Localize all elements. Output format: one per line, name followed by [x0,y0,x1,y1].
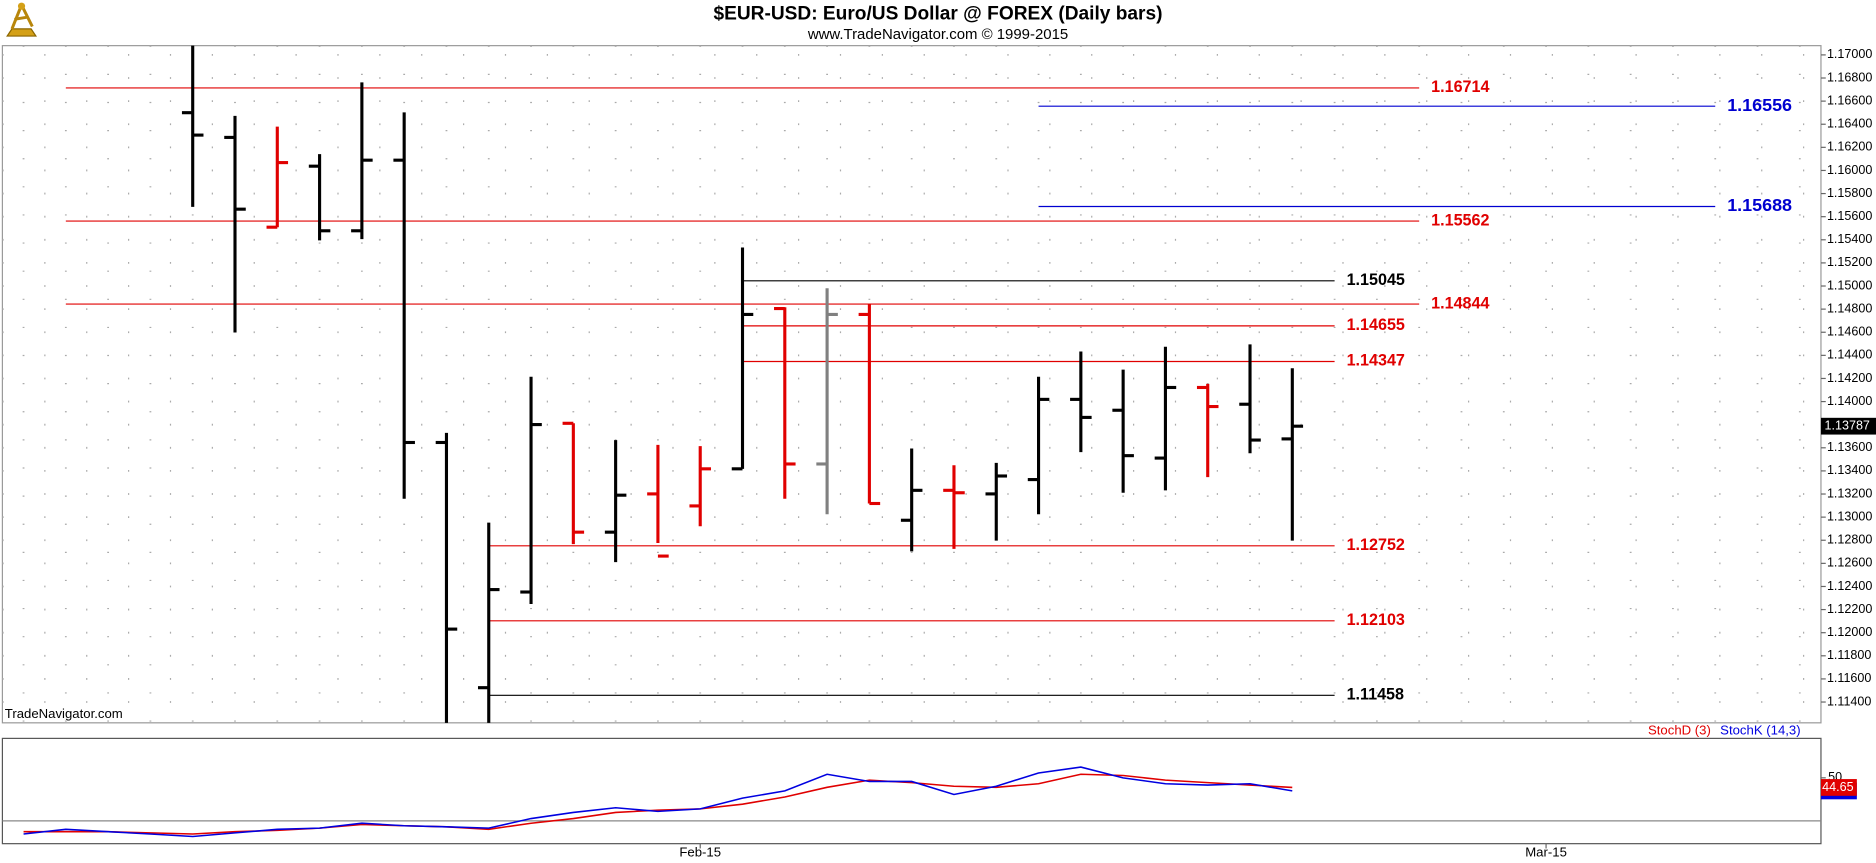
level-label: 1.15045 [1347,271,1405,289]
y-tick-label: 1.13200 [1827,486,1872,500]
legend-entry: StochD (3) [1648,723,1711,738]
y-tick-label: 1.11600 [1827,671,1871,685]
y-tick-label: 1.16200 [1827,140,1872,154]
price-tag [1820,417,1876,435]
y-tick-label: 1.12800 [1827,533,1872,547]
price-tag-label: 1.13787 [1825,419,1870,433]
y-tick-label: 1.14000 [1827,394,1872,408]
x-tick-label: Feb-15 [679,845,721,860]
level-label: 1.11458 [1347,686,1404,704]
y-tick-label: 1.15800 [1827,186,1872,200]
level-label: 1.14655 [1347,316,1405,334]
level-label: 1.14844 [1431,294,1489,312]
value-tag [1820,779,1857,796]
stoch-line [23,766,1293,838]
y-tick-label: 1.11400 [1827,694,1871,708]
stoch-plot [2,766,1821,838]
axes: 1.11400 1.11600 1.11800 1.12000 1.12200 1.124… [679,47,1876,860]
stoch-line [23,773,1293,835]
level-label: 1.15562 [1431,211,1489,229]
y-tick-label: 1.15200 [1827,255,1872,269]
y-tick-label: 1.14400 [1827,348,1872,362]
level-label: 1.14347 [1347,352,1405,370]
y-tick-label: 1.13600 [1827,440,1872,454]
chart-title: $EUR-USD: Euro/US Dollar @ FOREX (Daily … [713,4,1162,25]
level-label: 1.16714 [1431,78,1489,96]
logo [6,2,38,37]
y-tick-label: 1.16400 [1827,117,1872,131]
y-tick-label: 1.14200 [1827,371,1872,385]
level-label: 1.12103 [1347,611,1405,629]
y-tick-label: 1.17000 [1827,47,1872,61]
y-tick-label: 1.16800 [1827,70,1872,84]
y-tick-label: 1.14600 [1827,325,1872,339]
y-tick-label: 1.14800 [1827,301,1872,315]
y-tick-label: 1.13400 [1827,463,1872,477]
level-label: 1.15688 [1727,195,1792,215]
legend-entry: StochK (14,3) [1720,723,1800,738]
y-tick-label: 1.16000 [1827,163,1872,177]
y-tick-label: 1.11800 [1827,648,1871,662]
y-tick-label: 1.12000 [1827,625,1872,639]
watermark: TradeNavigator.com [5,706,123,721]
level-label: 1.16556 [1727,95,1792,115]
y-tick-label: 1.13000 [1827,509,1872,523]
level-label: 1.12752 [1347,536,1405,554]
price-plot [2,45,1821,723]
y-tick-label: 1.15400 [1827,232,1872,246]
y-tick-label: 1.15600 [1827,209,1872,223]
x-tick-label: Mar-15 [1525,845,1567,860]
chart-subtitle: www.TradeNavigator.com © 1999-2015 [807,26,1068,43]
y-tick-label: 1.12600 [1827,556,1872,570]
y-tick-label: 1.12400 [1827,579,1872,593]
y-tick-label: 1.16600 [1827,93,1872,107]
y-tick-label: 1.15000 [1827,278,1872,292]
value-tag-label: 44.65 [1822,780,1853,794]
y-tick-label: 1.12200 [1827,602,1872,616]
